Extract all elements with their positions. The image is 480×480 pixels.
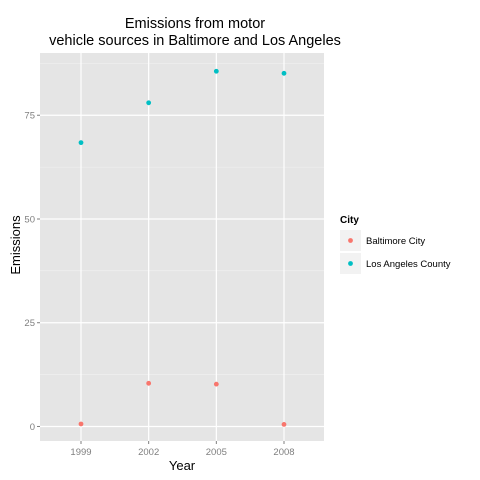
title-line-2: vehicle sources in Baltimore and Los Ang… — [49, 33, 341, 49]
x-tick-label: 1999 — [70, 447, 91, 458]
major-gridlines — [40, 53, 324, 441]
data-point — [146, 100, 152, 106]
y-axis-title: Emissions — [8, 215, 23, 275]
data-point — [146, 380, 152, 386]
legend-label: Los Angeles County — [366, 259, 451, 270]
y-tick-label: 50 — [24, 214, 35, 225]
y-axis: 0 25 50 75 — [24, 111, 40, 433]
minor-gridlines — [40, 63, 324, 375]
x-tick-label: 2008 — [273, 447, 294, 458]
x-axis-title: Year — [169, 458, 196, 473]
data-point — [78, 421, 84, 427]
legend-label: Baltimore City — [366, 236, 425, 247]
y-tick-label: 0 — [30, 422, 35, 433]
x-tick-label: 2005 — [206, 447, 227, 458]
legend-title: City — [340, 215, 359, 226]
data-point — [213, 68, 219, 74]
legend-items: Baltimore City Los Angeles County — [340, 230, 451, 274]
plot-panel — [40, 53, 324, 441]
x-axis: 1999 2002 2005 2008 — [70, 441, 295, 458]
chart-title: Emissions from motor vehicle sources in … — [49, 16, 341, 49]
data-point — [213, 381, 219, 387]
data-points — [78, 68, 287, 427]
legend: City Baltimore City Los Angeles County — [340, 215, 451, 274]
legend-key-point — [348, 238, 353, 243]
data-point — [281, 70, 287, 76]
data-point — [78, 140, 84, 146]
legend-key-point — [348, 261, 353, 266]
x-tick-label: 2002 — [138, 447, 159, 458]
y-tick-label: 75 — [24, 111, 35, 122]
y-tick-label: 25 — [24, 318, 35, 329]
data-point — [281, 422, 287, 427]
title-line-1: Emissions from motor — [125, 16, 265, 32]
